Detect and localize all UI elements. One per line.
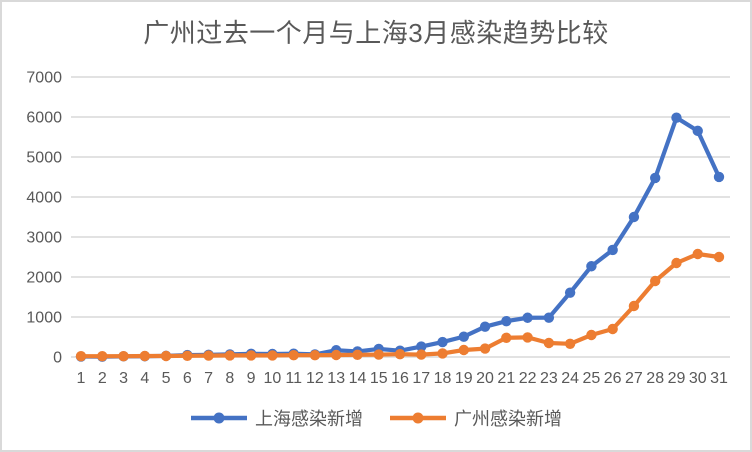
data-point-marker xyxy=(564,338,576,349)
legend-label-guangzhou: 广州感染新增 xyxy=(454,409,562,429)
data-point-marker xyxy=(671,112,682,123)
x-axis-tick-label: 21 xyxy=(497,370,515,387)
line-marker-icon xyxy=(390,412,446,424)
chart-title: 广州过去一个月与上海3月感染趋势比较 xyxy=(143,18,609,48)
x-axis-tick-label: 8 xyxy=(225,370,234,387)
x-axis-tick-label: 30 xyxy=(689,370,707,387)
x-axis-tick-label: 11 xyxy=(285,370,302,387)
x-axis-tick-label: 7 xyxy=(204,370,213,387)
data-point-marker xyxy=(692,125,703,137)
x-axis-tick-label: 22 xyxy=(519,370,537,387)
legend-label-shanghai: 上海感染新增 xyxy=(255,409,363,429)
data-point-marker xyxy=(373,349,384,360)
data-point-marker xyxy=(543,312,555,323)
data-point-marker xyxy=(650,275,661,287)
data-point-marker xyxy=(182,350,193,361)
x-axis-tick-label: 2 xyxy=(98,370,107,387)
y-axis-tick-label: 1000 xyxy=(26,310,62,327)
y-axis-tick-label: 2000 xyxy=(26,270,62,287)
data-point-marker xyxy=(671,257,682,269)
x-axis-tick-label: 10 xyxy=(264,370,282,387)
legend-item-guangzhou: 广州感染新增 xyxy=(389,405,562,431)
data-point-marker xyxy=(586,329,597,341)
data-point-marker xyxy=(118,351,129,362)
data-point-marker xyxy=(203,350,214,361)
data-point-marker xyxy=(416,349,427,360)
series-line-guangzhou xyxy=(78,251,722,359)
x-axis-tick-label: 31 xyxy=(710,370,728,387)
y-axis-tick-label: 0 xyxy=(53,350,62,367)
data-point-marker xyxy=(331,349,342,361)
data-point-marker xyxy=(245,350,257,361)
x-axis-tick-label: 27 xyxy=(625,370,643,387)
x-axis-tick-label: 12 xyxy=(306,370,324,387)
y-axis-tick-label: 6000 xyxy=(26,110,62,127)
chart-legend: 上海感染新增 广州感染新增 xyxy=(2,405,750,431)
data-point-marker xyxy=(692,248,703,260)
y-axis-tick-label: 3000 xyxy=(26,230,62,247)
data-point-marker xyxy=(160,350,172,362)
x-axis-tick-label: 17 xyxy=(412,370,430,387)
data-point-marker xyxy=(458,344,469,356)
x-axis-tick-label: 14 xyxy=(349,370,367,387)
x-axis-tick-label: 1 xyxy=(77,370,86,387)
x-axis-tick-label: 9 xyxy=(247,370,256,387)
data-point-marker xyxy=(650,172,661,184)
data-point-marker xyxy=(458,331,469,342)
data-point-marker xyxy=(75,351,87,362)
data-point-marker xyxy=(97,351,108,362)
x-axis-tick-label: 4 xyxy=(140,370,149,387)
data-point-marker xyxy=(267,350,278,361)
data-point-marker xyxy=(628,300,640,312)
data-point-marker xyxy=(416,341,427,352)
x-axis-tick-label: 29 xyxy=(668,370,686,387)
data-point-marker xyxy=(586,261,597,272)
data-point-marker xyxy=(607,323,618,335)
data-point-marker xyxy=(564,287,576,298)
data-point-marker xyxy=(522,332,533,343)
data-point-marker xyxy=(437,336,448,348)
data-point-marker xyxy=(309,350,321,361)
data-point-marker xyxy=(479,343,491,354)
data-point-marker xyxy=(501,315,512,327)
y-axis-tick-label: 4000 xyxy=(26,190,62,207)
data-point-marker xyxy=(224,350,236,361)
y-axis-tick-label: 5000 xyxy=(26,150,62,167)
line-marker-icon xyxy=(191,412,247,424)
data-point-marker xyxy=(543,337,555,349)
x-axis-tick-label: 15 xyxy=(370,370,388,387)
data-point-marker xyxy=(713,171,725,183)
x-axis-tick-label: 23 xyxy=(540,370,558,387)
data-point-marker xyxy=(522,312,533,323)
data-point-marker xyxy=(501,332,512,343)
x-axis-tick-label: 25 xyxy=(583,370,601,387)
x-axis-tick-label: 26 xyxy=(604,370,622,387)
data-point-marker xyxy=(394,349,406,360)
data-point-marker xyxy=(288,350,299,361)
x-axis-tick-label: 5 xyxy=(162,370,171,387)
data-point-marker xyxy=(713,251,725,263)
x-axis-tick-label: 19 xyxy=(455,370,473,387)
data-point-marker xyxy=(352,349,363,360)
data-point-marker xyxy=(628,211,640,223)
data-point-marker xyxy=(437,348,448,359)
x-axis-tick-label: 24 xyxy=(561,370,579,387)
x-axis-tick-label: 18 xyxy=(434,370,452,387)
x-axis-tick-label: 28 xyxy=(646,370,664,387)
data-point-marker xyxy=(479,321,491,332)
data-point-marker xyxy=(607,244,618,256)
x-axis-tick-label: 16 xyxy=(391,370,409,387)
x-axis-tick-label: 20 xyxy=(476,370,494,387)
legend-item-shanghai: 上海感染新增 xyxy=(190,405,363,431)
x-axis-tick-label: 6 xyxy=(183,370,192,387)
y-axis-tick-label: 7000 xyxy=(26,70,62,87)
x-axis-tick-label: 3 xyxy=(119,370,128,387)
x-axis-tick-label: 13 xyxy=(327,370,345,387)
data-point-marker xyxy=(139,350,150,362)
